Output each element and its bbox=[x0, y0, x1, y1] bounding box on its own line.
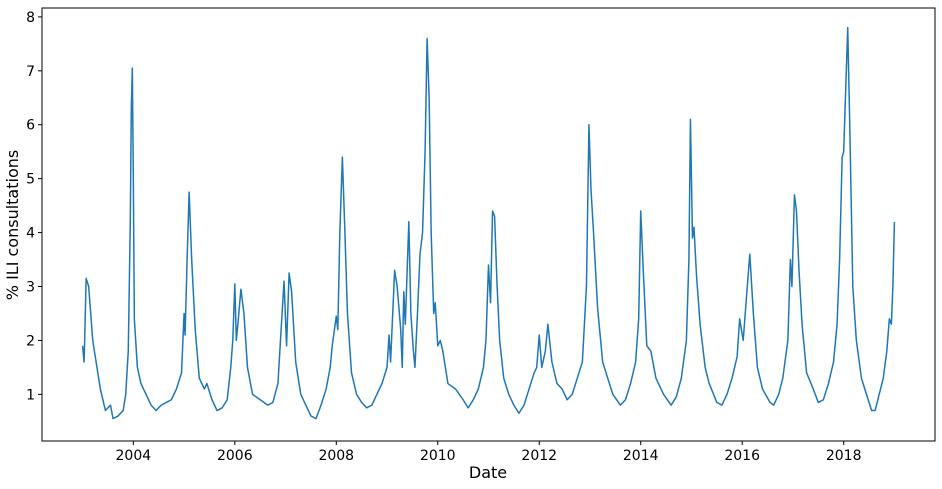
y-tick-label: 1 bbox=[26, 387, 35, 403]
y-axis-label: % ILI consultations bbox=[3, 150, 22, 300]
y-tick-label: 8 bbox=[26, 10, 35, 26]
y-tick-label: 5 bbox=[26, 172, 35, 188]
x-tick-label: 2006 bbox=[217, 448, 253, 464]
y-tick-label: 3 bbox=[26, 280, 35, 296]
plot-frame bbox=[41, 7, 936, 442]
x-tick-label: 2004 bbox=[116, 448, 152, 464]
x-tick-label: 2018 bbox=[826, 448, 862, 464]
x-tick-label: 2014 bbox=[623, 448, 659, 464]
y-tick-label: 2 bbox=[26, 333, 35, 349]
y-tick-label: 7 bbox=[26, 64, 35, 80]
x-axis-label: Date bbox=[469, 463, 507, 482]
x-tick-label: 2016 bbox=[724, 448, 760, 464]
y-tick-label: 6 bbox=[26, 118, 35, 134]
y-tick-label: 4 bbox=[26, 226, 35, 242]
x-tick-label: 2008 bbox=[318, 448, 354, 464]
x-tick-label: 2010 bbox=[420, 448, 456, 464]
x-tick-label: 2012 bbox=[521, 448, 557, 464]
series-line bbox=[81, 26, 896, 420]
